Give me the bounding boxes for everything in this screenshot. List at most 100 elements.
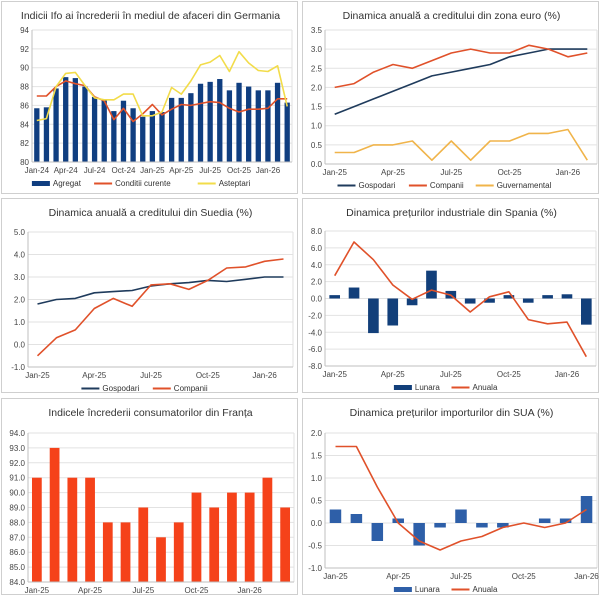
bar-lunara [464, 298, 476, 304]
bar-lunara [580, 298, 592, 325]
legend-label: Guvernamental [497, 181, 552, 190]
y-tick-label: 84 [20, 120, 29, 129]
x-tick-label: Oct-25 [196, 371, 221, 380]
bar-agregat [120, 100, 127, 162]
x-tick-label: Oct-25 [227, 166, 252, 175]
y-tick-label: -6.0 [308, 345, 322, 354]
y-tick-label: 0.5 [311, 497, 323, 506]
bar-agregat [246, 86, 252, 162]
bar-indice [67, 477, 78, 582]
x-tick-label: Jan-25 [140, 166, 165, 175]
bar-agregat [111, 111, 117, 162]
legend-label: Agregat [53, 179, 82, 188]
x-tick-label: Jul-25 [450, 572, 472, 581]
bar-indice [191, 492, 202, 582]
y-tick-label: 86.0 [9, 548, 25, 557]
bar-lunara [329, 295, 341, 299]
bar-lunara [350, 514, 363, 523]
y-tick-label: 1.0 [311, 474, 323, 483]
legend-label: Companii [174, 384, 208, 393]
x-tick-label: Jan-26 [555, 370, 580, 379]
y-tick-label: 89.0 [9, 504, 25, 513]
chart-panel-sweden-credit: Dinamica anuală a creditului din Suedia … [1, 198, 298, 393]
bar-agregat [159, 112, 165, 162]
x-tick-label: Jul-25 [440, 168, 462, 177]
y-tick-label: -1.0 [308, 564, 322, 573]
chart-panel-eurozone-credit: Dinamica anuală a creditului din zona eu… [302, 1, 599, 194]
y-tick-label: 2.0 [311, 278, 323, 287]
x-tick-label: Jul-25 [199, 166, 221, 175]
bar-agregat [140, 116, 146, 162]
y-tick-label: 88 [20, 83, 29, 92]
bar-lunara [368, 298, 379, 334]
y-tick-label: 86 [20, 101, 29, 110]
bar-lunara [522, 298, 534, 303]
bar-indice [227, 492, 237, 582]
y-tick-label: 1.0 [14, 318, 26, 327]
x-tick-label: Oct-25 [497, 370, 522, 379]
chart-eurozone-credit: Dinamica anuală a creditului din zona eu… [311, 10, 598, 190]
bar-agregat [226, 90, 233, 162]
bar-agregat [63, 77, 69, 162]
y-tick-label: 0.0 [311, 519, 323, 528]
y-tick-label: 1.0 [311, 122, 323, 131]
chart-panel-usa-import-prices: Dinamica prețurilor importurilor din SUA… [302, 398, 599, 595]
bar-lunara [580, 496, 593, 523]
bar-lunara [484, 298, 495, 303]
chart-title: Dinamica prețurilor industriale din Span… [346, 207, 557, 219]
series-line-conditii-curente [36, 80, 288, 123]
y-tick-label: 84.0 [9, 578, 25, 587]
legend-label: Gospodari [102, 384, 139, 393]
bar-agregat [34, 108, 40, 162]
chart-panel-france-consumer-confidence: Indicele încrederii consumatorilor din F… [1, 398, 298, 595]
series-line-companii [334, 44, 588, 89]
chart-germany-ifo: Indicii Ifo ai încrederii în mediul de a… [20, 10, 293, 188]
bar-lunara [434, 523, 446, 528]
bar-indice [31, 477, 42, 582]
legend-label: Conditii curente [115, 179, 171, 188]
y-tick-label: 85.0 [9, 563, 25, 572]
y-tick-label: 2.5 [311, 64, 323, 73]
y-tick-label: 93.0 [9, 444, 25, 453]
y-tick-label: -2.0 [308, 311, 322, 320]
bar-agregat [265, 90, 271, 162]
y-tick-label: 0.0 [311, 295, 323, 304]
x-tick-label: Oct-25 [512, 572, 537, 581]
bar-indice [173, 522, 184, 582]
y-tick-label: 87.0 [9, 533, 25, 542]
x-tick-label: Jan-26 [556, 168, 581, 177]
bar-indice [262, 477, 273, 582]
bar-lunara [348, 287, 360, 299]
y-tick-label: 3.0 [14, 273, 26, 282]
y-tick-label: 6.0 [311, 244, 323, 253]
bar-indice [120, 522, 131, 582]
bar-agregat [207, 81, 213, 162]
y-tick-label: 88.0 [9, 518, 25, 527]
bar-agregat [82, 86, 88, 162]
y-tick-label: 92.0 [9, 459, 25, 468]
legend-label: Gospodari [359, 181, 396, 190]
x-tick-label: Jan-25 [25, 371, 50, 380]
bar-lunara [561, 294, 573, 299]
x-tick-label: Jan-26 [574, 572, 599, 581]
x-tick-label: Apr-24 [54, 166, 79, 175]
bar-lunara [497, 523, 509, 528]
legend-label: Anuala [473, 383, 498, 392]
x-tick-label: Oct-24 [111, 166, 136, 175]
y-tick-label: 2.0 [14, 296, 26, 305]
bar-agregat [178, 97, 184, 162]
y-tick-label: 90.0 [9, 489, 25, 498]
bar-agregat [274, 82, 281, 162]
bar-agregat [101, 99, 107, 162]
bar-lunara [392, 518, 404, 523]
y-tick-label: 0.0 [311, 160, 323, 169]
legend-label: Companii [430, 181, 464, 190]
bar-lunara [455, 509, 467, 523]
y-tick-label: 8.0 [311, 227, 323, 236]
y-tick-label: 0.0 [14, 341, 26, 350]
legend-label: Anuala [473, 585, 498, 594]
bar-lunara [371, 523, 384, 541]
legend-label: Lunara [415, 383, 440, 392]
x-tick-label: Jan-25 [322, 168, 347, 177]
y-tick-label: -8.0 [308, 362, 322, 371]
